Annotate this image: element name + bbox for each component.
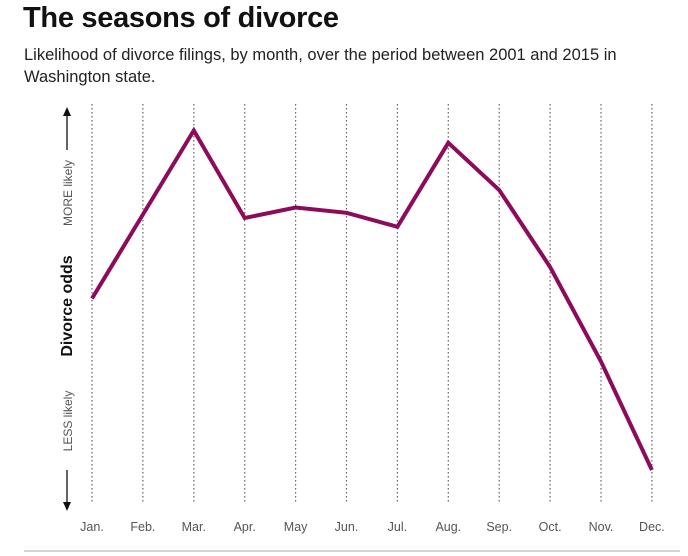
x-tick-label: Feb.: [130, 520, 155, 534]
y-axis: MORE likely Divorce odds LESS likely: [59, 107, 76, 511]
chart-title: The seasons of divorce: [23, 2, 339, 34]
chart-subtitle: Likelihood of divorce filings, by month,…: [24, 46, 617, 86]
x-tick-label: May: [284, 520, 308, 534]
x-tick-label: Jul.: [388, 520, 407, 534]
x-tick-label: Jun.: [335, 520, 359, 534]
y-top-label: MORE likely: [61, 160, 75, 226]
series-line: [90, 126, 654, 471]
y-bottom-label: LESS likely: [61, 391, 75, 452]
x-tick-label: Sep.: [486, 520, 512, 534]
x-tick-label: Mar.: [182, 520, 206, 534]
x-tick-label: Aug.: [435, 520, 461, 534]
x-tick-label: Jan.: [80, 520, 104, 534]
arrow-down-icon: [63, 502, 71, 511]
x-tick-label: Dec.: [639, 520, 665, 534]
arrow-up-icon: [63, 107, 71, 116]
x-tick-label: Oct.: [539, 520, 562, 534]
x-tick-label: Nov.: [589, 520, 614, 534]
y-axis-title: Divorce odds: [59, 255, 76, 356]
series-layer: [90, 126, 654, 471]
x-tick-labels: Jan. Feb. Mar. Apr. May Jun. Jul. Aug. Sep. Oct. N…: [80, 520, 665, 534]
x-tick-label: Apr.: [234, 520, 256, 534]
